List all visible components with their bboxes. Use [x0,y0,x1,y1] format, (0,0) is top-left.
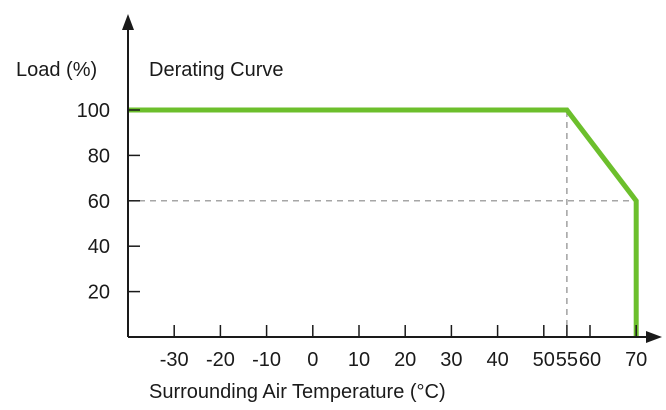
x-axis-title: Surrounding Air Temperature (°C) [149,381,446,403]
series-layer [128,107,639,337]
x-tick-label: -10 [252,349,281,371]
axes [122,14,662,343]
x-tick-label: 55 [556,349,578,371]
y-axis-arrow [122,14,134,30]
x-tick-label: -20 [206,349,235,371]
x-tick-label: -30 [160,349,189,371]
y-tick-label: 40 [88,236,110,258]
x-tick-label: 30 [440,349,462,371]
y-tick-label: 60 [88,191,110,213]
series-line-0 [128,107,639,337]
x-tick-label: 40 [486,349,508,371]
y-tick-label: 80 [88,145,110,167]
x-tick-label: 20 [394,349,416,371]
x-axis-arrow [646,331,662,343]
x-tick-label: 0 [307,349,318,371]
reference-lines [128,110,637,337]
x-tick-label: 70 [625,349,647,371]
y-tick-label: 20 [88,282,110,304]
y-tick-label: 100 [77,100,110,122]
x-tick-label: 50 [533,349,555,371]
chart-title: Derating Curve [149,59,284,81]
y-axis-title: Load (%) [16,59,97,81]
x-tick-label: 10 [348,349,370,371]
x-tick-label: 60 [579,349,601,371]
